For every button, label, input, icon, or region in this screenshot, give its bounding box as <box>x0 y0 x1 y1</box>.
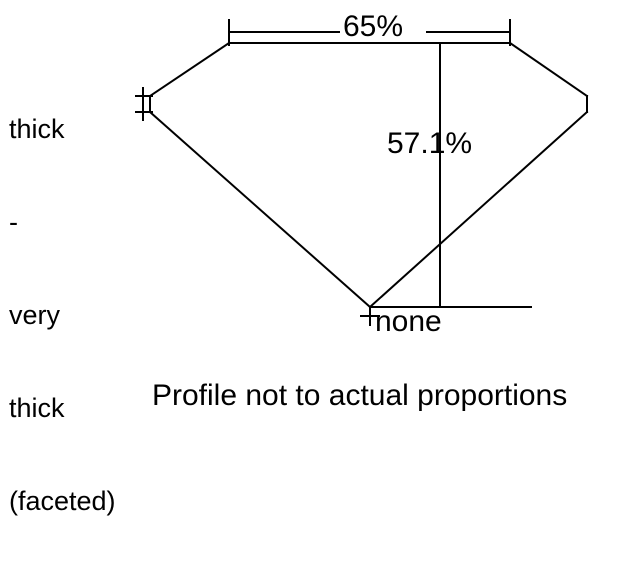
table-percent-label: 65% <box>340 12 407 42</box>
profile-drawing <box>135 19 589 326</box>
girdle-label-line-4: thick <box>9 393 65 423</box>
girdle-thickness-label: thick - very thick (faceted) <box>9 52 116 579</box>
pavilion-facet-left <box>148 110 372 309</box>
girdle-label-line-1: thick <box>9 114 65 144</box>
girdle-label-line-3: very <box>9 300 61 330</box>
diagram-caption: Profile not to actual proportions <box>152 379 568 412</box>
culet-label: none <box>375 305 442 338</box>
crown-facet-left <box>148 41 231 98</box>
diamond-profile-diagram: thick - very thick (faceted) 65% 57.1% n… <box>9 12 589 516</box>
girdle-label-line-2: - <box>9 207 18 237</box>
crown-facet-right <box>508 41 589 98</box>
girdle-label-line-5: (faceted) <box>9 486 116 516</box>
depth-percent-label: 57.1% <box>387 127 473 160</box>
pavilion-facet-right <box>368 110 589 309</box>
